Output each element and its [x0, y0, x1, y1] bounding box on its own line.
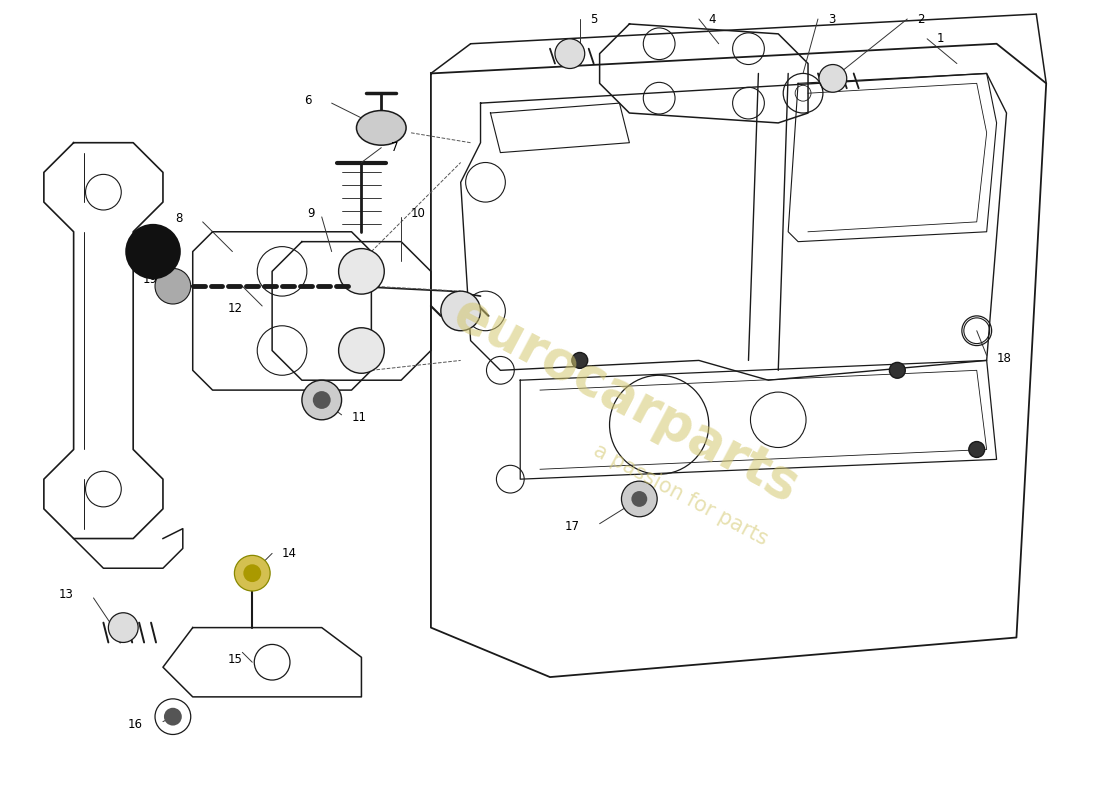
- Circle shape: [155, 268, 190, 304]
- Circle shape: [243, 564, 261, 582]
- Text: 18: 18: [997, 352, 1012, 365]
- Circle shape: [890, 362, 905, 378]
- Text: eurocarparts: eurocarparts: [444, 287, 808, 513]
- Circle shape: [234, 555, 271, 591]
- Text: 5: 5: [590, 13, 597, 26]
- Text: 12: 12: [228, 302, 242, 315]
- Text: 7: 7: [392, 141, 398, 154]
- Text: 17: 17: [564, 520, 580, 533]
- Text: 3: 3: [828, 13, 835, 26]
- Text: 15: 15: [228, 653, 242, 666]
- Circle shape: [818, 65, 847, 92]
- Text: 6: 6: [305, 94, 311, 106]
- Text: 8: 8: [175, 213, 183, 226]
- Text: 1: 1: [937, 32, 945, 46]
- Ellipse shape: [356, 110, 406, 145]
- Text: 9: 9: [307, 207, 315, 221]
- Text: 16: 16: [128, 718, 143, 731]
- Circle shape: [556, 39, 585, 69]
- Circle shape: [312, 391, 331, 409]
- Circle shape: [301, 380, 342, 420]
- Text: a passion for parts: a passion for parts: [591, 441, 771, 550]
- Circle shape: [164, 708, 182, 726]
- Text: 2: 2: [917, 13, 925, 26]
- Circle shape: [572, 353, 587, 368]
- Text: 4: 4: [708, 13, 716, 26]
- Circle shape: [969, 442, 984, 458]
- Circle shape: [125, 224, 180, 279]
- Text: 19: 19: [143, 273, 158, 286]
- Circle shape: [339, 249, 384, 294]
- Circle shape: [109, 613, 139, 642]
- Circle shape: [339, 328, 384, 374]
- Text: 14: 14: [282, 547, 297, 560]
- Text: 13: 13: [58, 589, 74, 602]
- Circle shape: [441, 291, 481, 330]
- Text: 10: 10: [411, 207, 426, 221]
- Circle shape: [621, 481, 657, 517]
- Text: 11: 11: [352, 411, 366, 424]
- Circle shape: [631, 491, 647, 507]
